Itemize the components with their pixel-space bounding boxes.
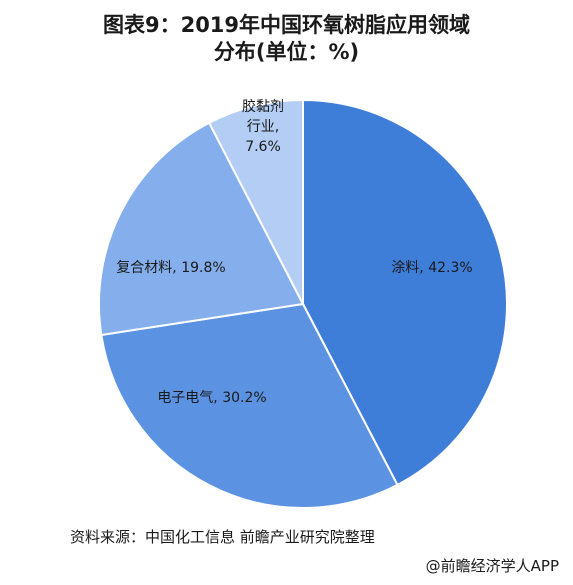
pie-slice-3: [207, 98, 304, 305]
pie-label-0: 涂料, 42.3%: [391, 260, 472, 276]
pie-label-2: 复合材料, 19.8%: [116, 259, 225, 276]
chart-title-line-2: 分布(单位：%): [213, 40, 360, 64]
pie-slice-1: [100, 302, 399, 509]
pie-slice-2: [98, 121, 305, 337]
chart-title-line-1: 图表9：2019年中国环氧树脂应用领域: [102, 13, 471, 37]
chart-title: 图表9：2019年中国环氧树脂应用领域 分布(单位：%): [0, 12, 573, 66]
pie-label-3: 胶黏剂行业, 7.6%: [242, 98, 284, 155]
pie-slices: [98, 98, 508, 509]
credit-note: @前瞻经济学人APP: [425, 557, 559, 575]
pie-slice-0: [302, 98, 508, 487]
source-note: 资料来源：中国化工信息 前瞻产业研究院整理: [70, 528, 375, 546]
pie-label-1: 电子电气, 30.2%: [157, 390, 266, 406]
pie-labels: 涂料, 42.3% 电子电气, 30.2% 复合材料, 19.8% 胶黏剂行业, 7.6…: [116, 98, 472, 406]
